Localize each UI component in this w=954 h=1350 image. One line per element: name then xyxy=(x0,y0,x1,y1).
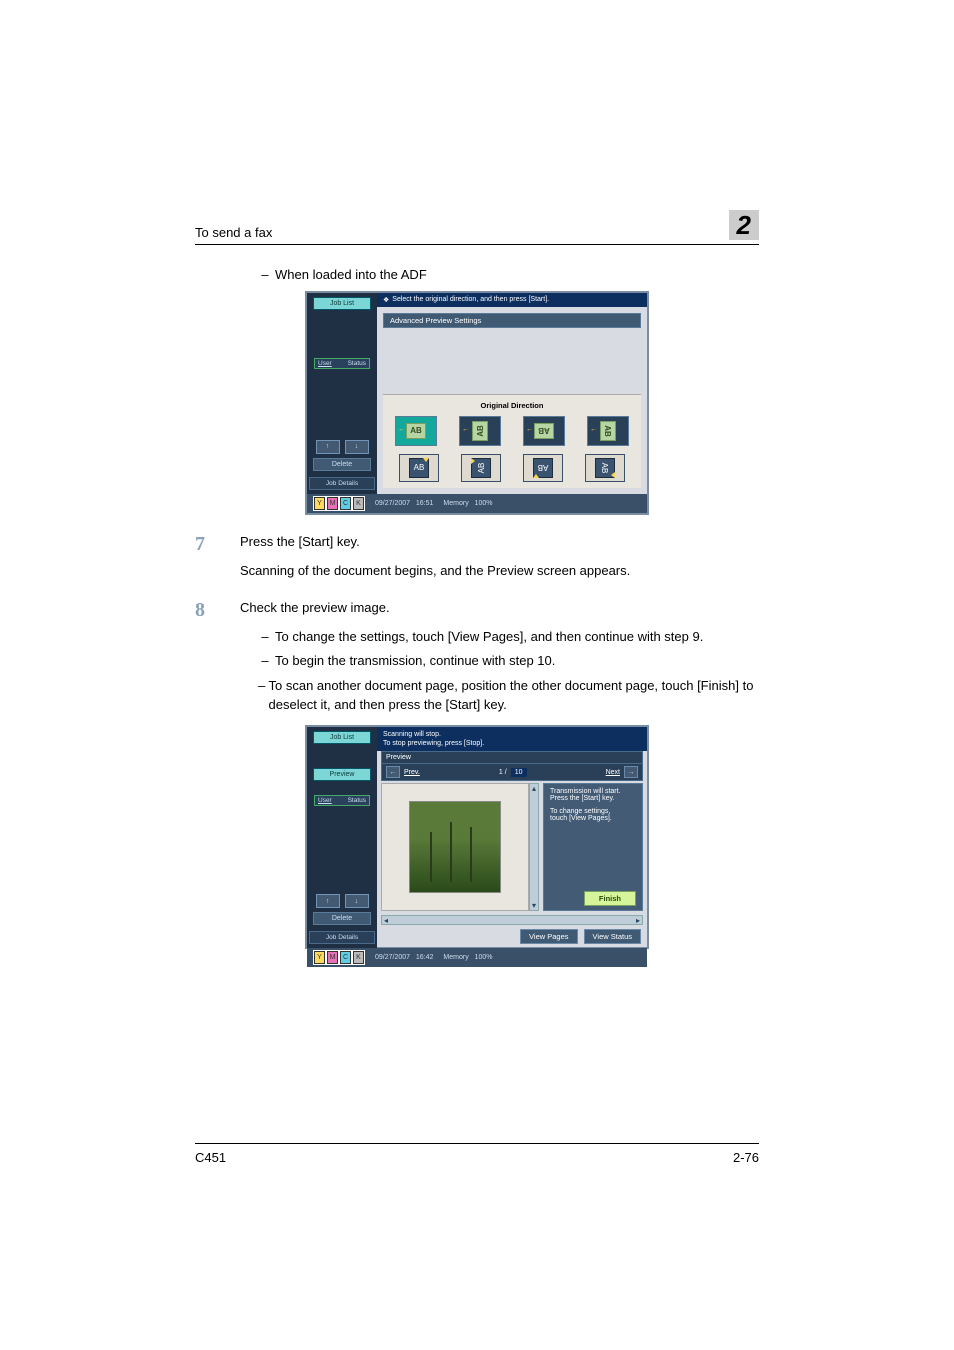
scroll-right-icon[interactable]: ▸ xyxy=(636,916,640,925)
next-label[interactable]: Next xyxy=(606,769,620,776)
delete-button[interactable]: Delete xyxy=(313,458,371,471)
content: – When loaded into the ADF Job List User… xyxy=(195,260,759,967)
panel-title: Original Direction xyxy=(389,401,635,410)
instruction-bar: ❖ Select the original direction, and the… xyxy=(377,293,647,307)
orientation-option-8[interactable]: AB xyxy=(585,454,625,482)
preview-button[interactable]: Preview xyxy=(313,768,371,781)
toner-c-icon: C xyxy=(340,497,351,510)
orientation-option-4[interactable]: ←AB xyxy=(587,416,629,446)
preview-info-panel: Transmission will start. Press the [Star… xyxy=(543,783,643,911)
side-panel: Job List Preview User Status ↑ ↓ Delete … xyxy=(307,727,377,948)
dash-icon: – xyxy=(255,652,275,671)
step-number: 8 xyxy=(195,599,240,622)
footer-memory: Memory 100% xyxy=(443,954,492,961)
job-details-button[interactable]: Job Details xyxy=(309,931,375,944)
next-page-button[interactable]: → xyxy=(624,766,638,778)
original-direction-panel: Original Direction ←AB ←AB ←AB ←AB AB AB… xyxy=(383,394,641,488)
dash-icon: – xyxy=(255,628,275,647)
job-details-button[interactable]: Job Details xyxy=(309,477,375,490)
horizontal-scrollbar[interactable]: ◂▸ xyxy=(381,915,643,925)
orientation-option-5[interactable]: AB xyxy=(399,454,439,482)
up-arrow-button[interactable]: ↑ xyxy=(316,440,340,454)
scroll-down-icon[interactable]: ▾ xyxy=(532,901,536,910)
intro-bullet: – When loaded into the ADF xyxy=(255,266,759,285)
prev-label[interactable]: Prev. xyxy=(404,769,420,776)
down-arrow-button[interactable]: ↓ xyxy=(345,894,369,908)
step-7: 7 Press the [Start] key. Scanning of the… xyxy=(195,533,759,581)
step-number: 7 xyxy=(195,533,240,556)
footer-date: 09/27/2007 16:42 xyxy=(375,954,433,961)
page-footer: C451 2-76 xyxy=(195,1143,759,1165)
toner-k-icon: K xyxy=(353,951,364,964)
screenshot-preview: Job List Preview User Status ↑ ↓ Delete … xyxy=(305,725,649,949)
chapter-number: 2 xyxy=(729,210,759,240)
page-header: To send a fax 2 xyxy=(195,210,759,245)
toner-m-icon: M xyxy=(327,497,338,510)
preview-strip: Preview xyxy=(381,751,643,764)
footer-left: C451 xyxy=(195,1150,226,1165)
orientation-option-6[interactable]: AB xyxy=(461,454,501,482)
arrow-icon: ← xyxy=(590,426,597,433)
status-label: User Status xyxy=(314,795,370,806)
diamond-icon: ❖ xyxy=(383,296,389,304)
view-pages-button[interactable]: View Pages xyxy=(520,929,577,944)
orientation-option-7[interactable]: AB xyxy=(523,454,563,482)
prev-page-button[interactable]: ← xyxy=(386,766,400,778)
orientation-option-1[interactable]: ←AB xyxy=(395,416,437,446)
footer-memory: Memory 100% xyxy=(443,500,492,507)
toner-c-icon: C xyxy=(340,951,351,964)
arrow-icon: ← xyxy=(526,426,533,433)
preview-image xyxy=(409,801,501,893)
job-list-button[interactable]: Job List xyxy=(313,731,371,744)
step-after-text: Scanning of the document begins, and the… xyxy=(240,562,759,581)
step-text: Check the preview image. xyxy=(240,599,759,618)
up-arrow-button[interactable]: ↑ xyxy=(316,894,340,908)
orientation-option-3[interactable]: ←AB xyxy=(523,416,565,446)
page-current: 1 / xyxy=(499,769,507,776)
scroll-up-icon[interactable]: ▴ xyxy=(532,784,536,793)
arrow-icon: ← xyxy=(462,426,469,433)
job-list-button[interactable]: Job List xyxy=(313,297,371,310)
toner-k-icon: K xyxy=(353,497,364,510)
scroll-arrows: ↑ ↓ xyxy=(316,440,369,454)
vertical-scrollbar[interactable]: ▴▾ xyxy=(529,783,539,911)
step-8: 8 Check the preview image. xyxy=(195,599,759,622)
toner-icons: Y M C K xyxy=(313,950,365,965)
preview-image-box xyxy=(381,783,529,911)
screenshot-advanced-preview: Job List User Status ↑ ↓ Delete Job Deta… xyxy=(305,291,649,515)
scroll-left-icon[interactable]: ◂ xyxy=(384,916,388,925)
step8-bullet-3: –To scan another document page, position… xyxy=(255,677,759,715)
toner-icons: Y M C K xyxy=(313,496,365,511)
preview-strip-label: Preview xyxy=(386,754,411,761)
step8-bullet-2: –To begin the transmission, continue wit… xyxy=(255,652,759,671)
intro-text: When loaded into the ADF xyxy=(275,266,427,285)
down-arrow-button[interactable]: ↓ xyxy=(345,440,369,454)
preview-area: ▴▾ Transmission will start. Press the [S… xyxy=(381,783,643,911)
page-total: 10 xyxy=(511,768,527,777)
screenshot-footer: Y M C K 09/27/2007 16:51 Memory 100% xyxy=(307,494,647,513)
page-nav-strip: ← Prev. 1 / 10 Next → xyxy=(381,764,643,781)
advanced-preview-tab[interactable]: Advanced Preview Settings xyxy=(383,313,641,328)
toner-y-icon: Y xyxy=(314,951,325,964)
dash-icon: – xyxy=(255,266,275,285)
step-text: Press the [Start] key. xyxy=(240,533,759,552)
delete-button[interactable]: Delete xyxy=(313,912,371,925)
toner-y-icon: Y xyxy=(314,497,325,510)
scroll-arrows: ↑ ↓ xyxy=(316,894,369,908)
screenshot-footer: Y M C K 09/27/2007 16:42 Memory 100% xyxy=(307,948,647,967)
status-label: User Status xyxy=(314,358,370,369)
toner-m-icon: M xyxy=(327,951,338,964)
header-title: To send a fax xyxy=(195,225,272,240)
orientation-option-2[interactable]: ←AB xyxy=(459,416,501,446)
finish-button[interactable]: Finish xyxy=(584,891,636,906)
footer-right: 2-76 xyxy=(733,1150,759,1165)
arrow-icon: ← xyxy=(398,426,405,433)
instruction-bar: Scanning will stop. To stop previewing, … xyxy=(377,727,647,751)
step8-bullet-1: –To change the settings, touch [View Pag… xyxy=(255,628,759,647)
footer-date: 09/27/2007 16:51 xyxy=(375,500,433,507)
side-panel: Job List User Status ↑ ↓ Delete Job Deta… xyxy=(307,293,377,494)
page: To send a fax 2 – When loaded into the A… xyxy=(0,0,954,1350)
view-status-button[interactable]: View Status xyxy=(584,929,641,944)
dash-icon: – xyxy=(255,677,269,715)
